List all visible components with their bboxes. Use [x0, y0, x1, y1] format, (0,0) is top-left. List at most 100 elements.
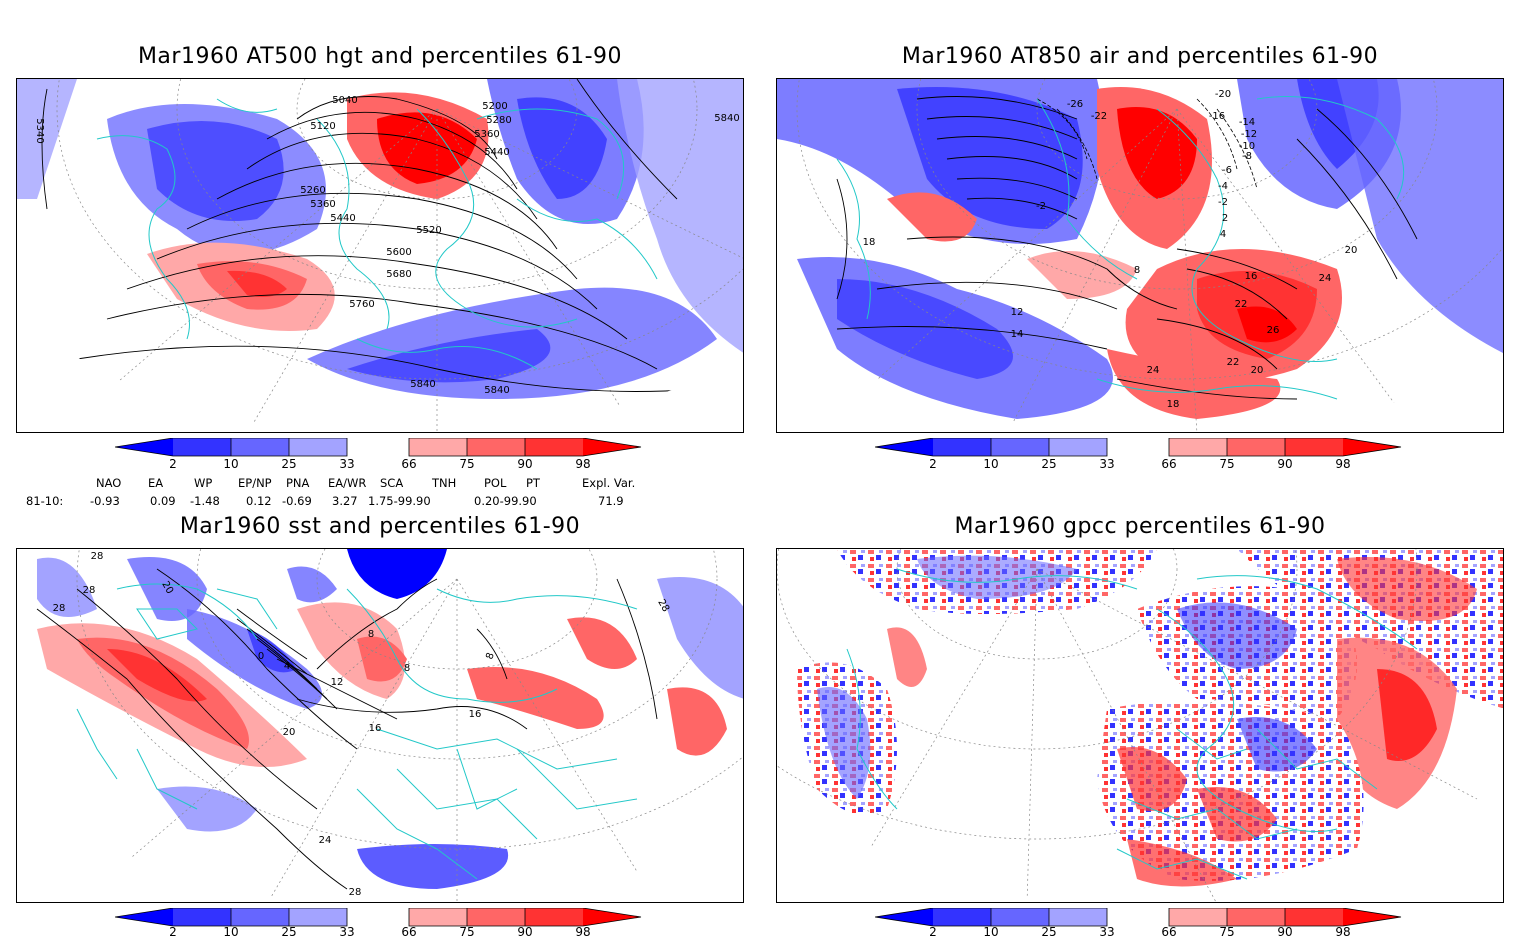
index-value-epnp: 0.12 [246, 494, 272, 508]
cbar1-label-6: 90 [517, 457, 533, 471]
cbar4-label-4: 66 [1161, 925, 1177, 939]
svg-text:4: 4 [1220, 229, 1226, 240]
index-value-pna: -0.69 [282, 494, 312, 508]
panel-1-title: Mar1960 AT500 hgt and percentiles 61-90 [137, 44, 623, 69]
cbar1-label-0: 2 [169, 457, 177, 471]
svg-text:-6: -6 [1222, 165, 1232, 176]
svg-text:5600: 5600 [386, 247, 411, 258]
svg-text:-2: -2 [1218, 197, 1228, 208]
svg-text:24: 24 [319, 835, 332, 846]
cbar1-label-7: 98 [575, 457, 591, 471]
cbar2-label-2: 25 [1041, 457, 1057, 471]
colorbar-3 [115, 908, 642, 927]
svg-text:26: 26 [1267, 325, 1280, 336]
index-value-wp: -1.48 [190, 494, 220, 508]
svg-text:20: 20 [283, 727, 296, 738]
svg-text:16: 16 [369, 723, 382, 734]
cbar1-label-1: 10 [223, 457, 239, 471]
cbar2-label-0: 2 [929, 457, 937, 471]
svg-text:5340: 5340 [34, 118, 45, 143]
index-value-nao: -0.93 [90, 494, 120, 508]
svg-text:28: 28 [83, 585, 96, 596]
svg-text:5260: 5260 [300, 185, 325, 196]
panel-4-title: Mar1960 gpcc percentiles 61-90 [954, 514, 1326, 539]
svg-text:18: 18 [1167, 399, 1180, 410]
index-header-pt: PT [526, 476, 540, 490]
index-header-wp: WP [194, 476, 213, 490]
cbar3-label-0: 2 [169, 925, 177, 939]
svg-text:-8: -8 [1242, 151, 1252, 162]
panel-1-map: 5040 5120 5200 5280 5360 5440 5260 5360 5440 55… [16, 78, 744, 433]
cbar4-label-3: 33 [1099, 925, 1115, 939]
svg-text:5520: 5520 [416, 225, 441, 236]
colorbar-2 [875, 438, 1402, 457]
cbar1-label-4: 66 [401, 457, 417, 471]
svg-text:-20: -20 [1215, 89, 1231, 100]
svg-text:5840: 5840 [484, 385, 509, 396]
svg-text:5440: 5440 [330, 213, 355, 224]
svg-text:8: 8 [1134, 265, 1140, 276]
index-value-sca: 1.75-99.90 [368, 494, 431, 508]
svg-text:5120: 5120 [310, 121, 335, 132]
index-header-epnp: EP/NP [238, 476, 272, 490]
svg-text:18: 18 [863, 237, 876, 248]
svg-text:5840: 5840 [410, 379, 435, 390]
svg-text:-26: -26 [1067, 99, 1083, 110]
svg-text:16: 16 [469, 709, 482, 720]
svg-text:5040: 5040 [332, 95, 357, 106]
svg-text:-16: -16 [1209, 111, 1225, 122]
cbar2-label-5: 75 [1219, 457, 1235, 471]
svg-text:8: 8 [404, 663, 410, 674]
cbar1-label-3: 33 [339, 457, 355, 471]
index-value-eawr: 3.27 [332, 494, 358, 508]
svg-text:5280: 5280 [486, 115, 511, 126]
cbar4-label-2: 25 [1041, 925, 1057, 939]
svg-text:-22: -22 [1091, 111, 1107, 122]
svg-text:-10: -10 [1239, 141, 1255, 152]
svg-text:28: 28 [349, 887, 362, 898]
cbar4-label-0: 2 [929, 925, 937, 939]
cbar2-label-3: 33 [1099, 457, 1115, 471]
svg-text:12: 12 [1011, 307, 1024, 318]
cbar3-label-6: 90 [517, 925, 533, 939]
svg-text:24: 24 [1147, 365, 1160, 376]
svg-text:5760: 5760 [349, 299, 374, 310]
colorbar-4 [875, 908, 1402, 927]
index-header-ea: EA [148, 476, 164, 490]
cbar4-label-7: 98 [1335, 925, 1351, 939]
cbar4-label-6: 90 [1277, 925, 1293, 939]
index-header-sca: SCA [380, 476, 404, 490]
index-header-eawr: EA/WR [328, 476, 367, 490]
cbar4-label-5: 75 [1219, 925, 1235, 939]
colorbar-1 [115, 438, 642, 457]
cbar2-label-4: 66 [1161, 457, 1177, 471]
index-header-pna: PNA [286, 476, 310, 490]
svg-text:2: 2 [1222, 213, 1228, 224]
svg-text:14: 14 [1011, 329, 1024, 340]
index-header-nao: NAO [96, 476, 122, 490]
panel-4-map [776, 548, 1504, 903]
panel-2-map: -26 -22 -20 -16 -14 -12 -10 -8 -6 -4 -2 -2 2 4 8 12 … [776, 78, 1504, 433]
svg-text:24: 24 [1319, 273, 1332, 284]
svg-text:8: 8 [368, 629, 374, 640]
cbar2-label-1: 10 [983, 457, 999, 471]
svg-text:5680: 5680 [386, 269, 411, 280]
cbar1-label-5: 75 [459, 457, 475, 471]
index-header-tnh: TNH [432, 476, 457, 490]
svg-text:5200: 5200 [482, 101, 507, 112]
svg-text:-2: -2 [1036, 201, 1046, 212]
svg-text:8: 8 [484, 651, 497, 661]
svg-text:28: 28 [53, 603, 66, 614]
cbar1-label-2: 25 [281, 457, 297, 471]
svg-text:12: 12 [331, 677, 344, 688]
svg-text:0: 0 [258, 651, 264, 662]
svg-text:5440: 5440 [484, 147, 509, 158]
svg-text:20: 20 [1345, 245, 1358, 256]
svg-text:4: 4 [284, 661, 290, 672]
cbar2-label-7: 98 [1335, 457, 1351, 471]
svg-text:-14: -14 [1239, 117, 1255, 128]
cbar3-label-7: 98 [575, 925, 591, 939]
svg-text:-12: -12 [1241, 129, 1257, 140]
svg-text:5360: 5360 [474, 129, 499, 140]
